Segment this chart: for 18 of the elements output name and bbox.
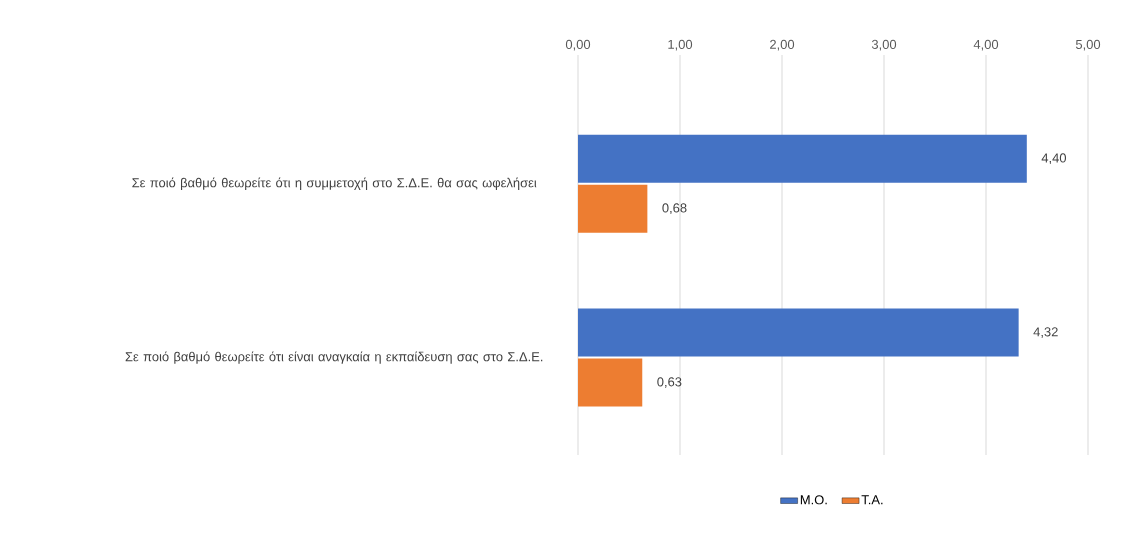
y-tick-label: Σε ποιό βαθμό θεωρείτε ότι η συμμετοχή στο Σ.Δ.Ε. θα σας ωφελήσει <box>132 177 537 190</box>
legend-label: Μ.Ο. <box>800 495 827 505</box>
bar <box>578 308 1019 357</box>
bar <box>578 184 648 233</box>
data-label: 0,63 <box>657 377 682 388</box>
data-label: 4,40 <box>1041 153 1067 165</box>
x-tick-label: 0,00 <box>565 39 591 51</box>
bar <box>578 358 643 407</box>
data-label: 0,68 <box>662 203 687 215</box>
data-label: 4,32 <box>1033 327 1058 338</box>
x-tick-label: 4,00 <box>973 39 999 51</box>
x-tick-label: 3,00 <box>871 39 897 51</box>
bar <box>578 134 1027 183</box>
y-tick-label: Σε ποιό βαθμό θεωρείτε ότι είναι αναγκαία η εκπαίδευση σας στο Σ.Δ.Ε. <box>125 351 543 364</box>
x-tick-label: 5,00 <box>1075 39 1101 51</box>
x-tick-label: 1,00 <box>668 39 693 51</box>
legend-label: Τ.Α. <box>861 495 883 505</box>
x-tick-label: 2,00 <box>770 39 795 51</box>
